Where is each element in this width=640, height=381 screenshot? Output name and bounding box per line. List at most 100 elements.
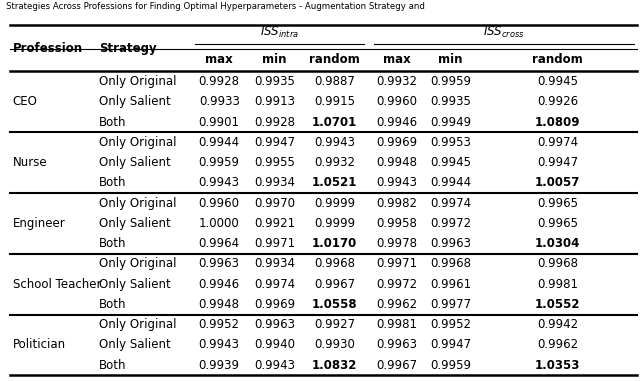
Text: 0.9960: 0.9960 [198,197,240,210]
Text: 0.9981: 0.9981 [376,318,417,331]
Text: Only Original: Only Original [99,136,177,149]
Text: 0.9930: 0.9930 [314,338,355,351]
Text: 0.9974: 0.9974 [430,197,471,210]
Text: 0.9927: 0.9927 [314,318,355,331]
Text: 1.0057: 1.0057 [535,176,580,189]
Text: 0.9962: 0.9962 [537,338,579,351]
Text: 0.9935: 0.9935 [254,75,295,88]
Text: 0.9942: 0.9942 [537,318,579,331]
Text: 0.9943: 0.9943 [314,136,355,149]
Text: Both: Both [99,298,127,311]
Text: 0.9959: 0.9959 [430,75,471,88]
Text: 0.9943: 0.9943 [198,338,240,351]
Text: 1.0558: 1.0558 [312,298,358,311]
Text: 0.9887: 0.9887 [314,75,355,88]
Text: 0.9965: 0.9965 [537,217,579,230]
Text: max: max [383,53,411,67]
Text: 0.9928: 0.9928 [198,75,240,88]
Text: Only Salient: Only Salient [99,156,171,169]
Text: 0.9952: 0.9952 [430,318,471,331]
Text: 0.9943: 0.9943 [198,176,240,189]
Text: Politician: Politician [13,338,66,351]
Text: 0.9940: 0.9940 [254,338,295,351]
Text: 0.9959: 0.9959 [430,359,471,371]
Text: 0.9932: 0.9932 [376,75,417,88]
Text: 0.9948: 0.9948 [376,156,417,169]
Text: 0.9963: 0.9963 [430,237,471,250]
Text: Only Original: Only Original [99,197,177,210]
Text: 0.9943: 0.9943 [376,176,417,189]
Text: 0.9971: 0.9971 [254,237,295,250]
Text: 0.9947: 0.9947 [254,136,295,149]
Text: 1.0701: 1.0701 [312,115,357,128]
Text: 1.0809: 1.0809 [535,115,580,128]
Text: 0.9947: 0.9947 [430,338,471,351]
Text: 0.9959: 0.9959 [198,156,240,169]
Text: 0.9967: 0.9967 [314,278,355,291]
Text: 0.9958: 0.9958 [376,217,417,230]
Text: 0.9969: 0.9969 [254,298,295,311]
Text: 0.9955: 0.9955 [254,156,295,169]
Text: 0.9962: 0.9962 [376,298,417,311]
Text: 0.9944: 0.9944 [430,176,471,189]
Text: 0.9926: 0.9926 [537,95,579,108]
Text: 0.9981: 0.9981 [537,278,579,291]
Text: 0.9960: 0.9960 [376,95,417,108]
Text: 0.9974: 0.9974 [254,278,295,291]
Text: Nurse: Nurse [13,156,47,169]
Text: Only Original: Only Original [99,257,177,271]
Text: random: random [532,53,583,67]
Text: 0.9934: 0.9934 [254,257,295,271]
Text: 0.9944: 0.9944 [198,136,240,149]
Text: 0.9928: 0.9928 [254,115,295,128]
Text: 0.9939: 0.9939 [198,359,240,371]
Text: 1.0000: 1.0000 [199,217,239,230]
Text: Both: Both [99,176,127,189]
Text: 1.0304: 1.0304 [535,237,580,250]
Text: 0.9972: 0.9972 [430,217,471,230]
Text: 0.9978: 0.9978 [376,237,417,250]
Text: School Teacher: School Teacher [13,278,101,291]
Text: 0.9933: 0.9933 [199,95,239,108]
Text: Only Original: Only Original [99,75,177,88]
Text: random: random [309,53,360,67]
Text: 0.9977: 0.9977 [430,298,471,311]
Text: 0.9961: 0.9961 [430,278,471,291]
Text: 0.9967: 0.9967 [376,359,417,371]
Text: 0.9969: 0.9969 [376,136,417,149]
Text: Only Salient: Only Salient [99,338,171,351]
Text: 0.9963: 0.9963 [376,338,417,351]
Text: 0.9974: 0.9974 [537,136,579,149]
Text: 1.0832: 1.0832 [312,359,357,371]
Text: CEO: CEO [13,95,38,108]
Text: $\mathit{ISS}_{\mathit{intra}}$: $\mathit{ISS}_{\mathit{intra}}$ [260,25,299,40]
Text: min: min [262,53,287,67]
Text: 0.9952: 0.9952 [198,318,240,331]
Text: Strategy: Strategy [99,42,157,54]
Text: 0.9935: 0.9935 [430,95,471,108]
Text: 0.9968: 0.9968 [430,257,471,271]
Text: 0.9963: 0.9963 [198,257,240,271]
Text: 0.9972: 0.9972 [376,278,417,291]
Text: 0.9946: 0.9946 [376,115,417,128]
Text: min: min [438,53,463,67]
Text: max: max [205,53,233,67]
Text: 0.9982: 0.9982 [376,197,417,210]
Text: Both: Both [99,359,127,371]
Text: 0.9943: 0.9943 [254,359,295,371]
Text: 0.9932: 0.9932 [314,156,355,169]
Text: Both: Both [99,115,127,128]
Text: 0.9963: 0.9963 [254,318,295,331]
Text: 0.9964: 0.9964 [198,237,240,250]
Text: 0.9949: 0.9949 [430,115,471,128]
Text: 0.9913: 0.9913 [254,95,295,108]
Text: 0.9999: 0.9999 [314,197,355,210]
Text: Only Salient: Only Salient [99,217,171,230]
Text: 0.9921: 0.9921 [254,217,295,230]
Text: $\mathit{ISS}_{\mathit{cross}}$: $\mathit{ISS}_{\mathit{cross}}$ [483,25,525,40]
Text: 1.0170: 1.0170 [312,237,357,250]
Text: 0.9934: 0.9934 [254,176,295,189]
Text: 0.9915: 0.9915 [314,95,355,108]
Text: 0.9946: 0.9946 [198,278,240,291]
Text: 0.9968: 0.9968 [537,257,579,271]
